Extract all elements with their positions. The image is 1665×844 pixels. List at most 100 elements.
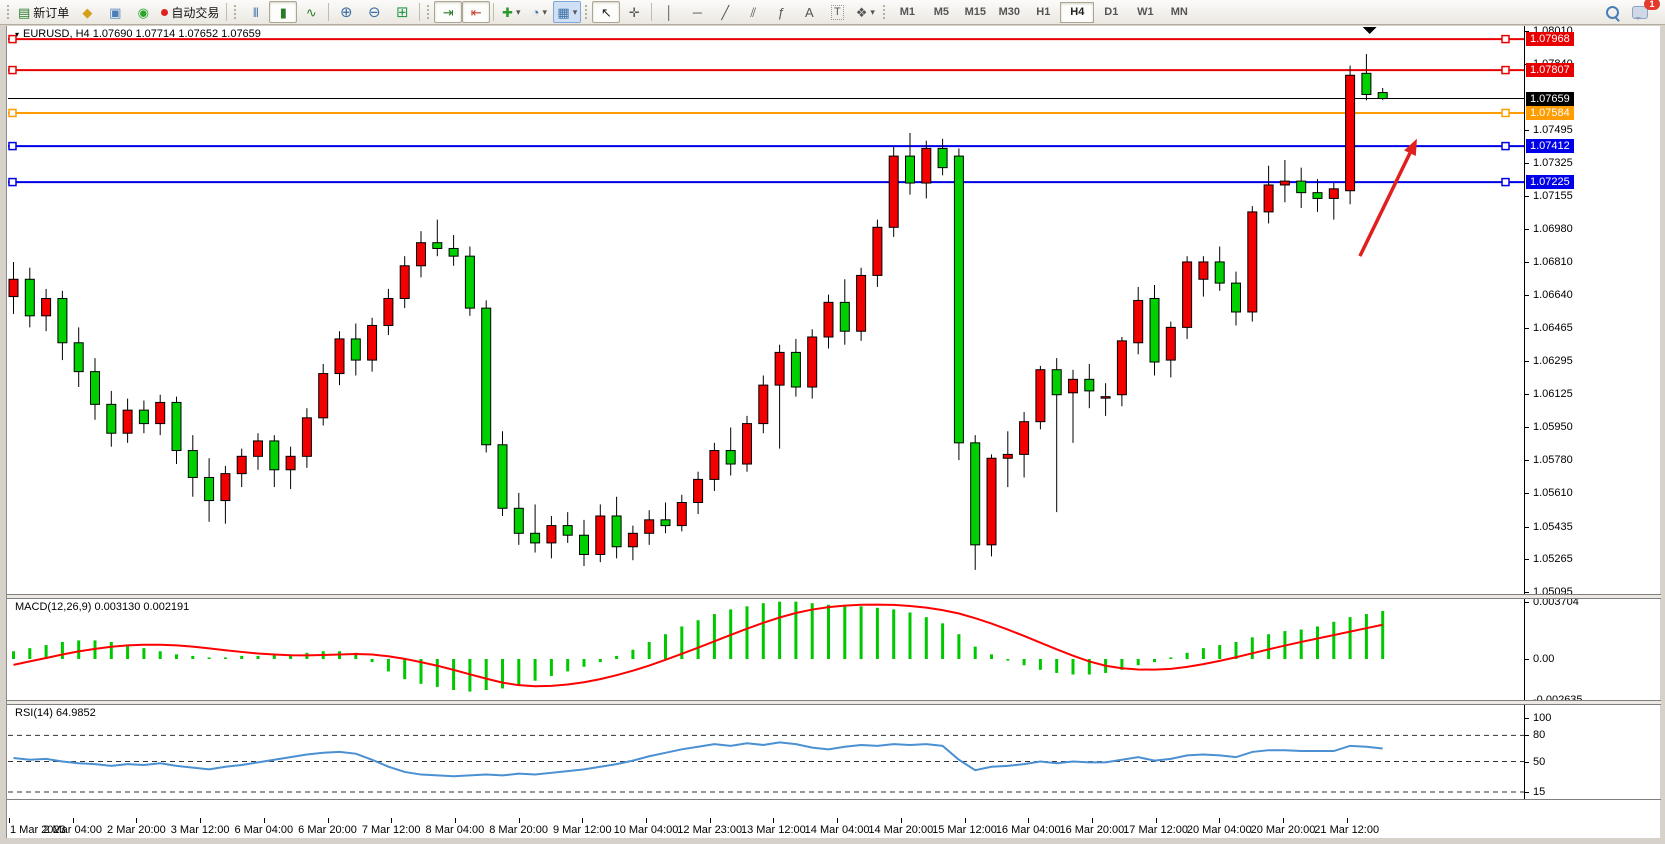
rsi-chart[interactable] <box>8 705 1524 799</box>
hline-right-handle[interactable] <box>1501 141 1510 151</box>
date-tick <box>646 818 647 823</box>
date-tick-label: 14 Mar 04:00 <box>804 824 870 836</box>
chart-shift-marker[interactable] <box>1362 27 1377 34</box>
timeframe-button-h4[interactable]: H4 <box>1060 1 1095 23</box>
macd-bar <box>354 652 358 659</box>
hline-left-handle[interactable] <box>8 65 17 75</box>
price-tick <box>1525 460 1529 462</box>
bull-candle <box>1328 188 1339 199</box>
timeframe-button-d1[interactable]: D1 <box>1104 6 1119 18</box>
search-button[interactable] <box>1598 1 1626 23</box>
date-axis[interactable]: 1 Mar 2023 2 Mar 04:00 2 Mar 20:00 3 Mar 12… <box>8 800 1660 838</box>
fibonacci-tool-button[interactable]: ƒ <box>767 1 795 23</box>
macd-bar <box>827 604 830 659</box>
zoom-in-button[interactable]: ⊕ <box>332 1 360 23</box>
hline-left-handle[interactable] <box>8 34 17 44</box>
text-tool-button[interactable]: A <box>795 1 823 23</box>
timeframe-button-m5[interactable]: M5 <box>933 6 949 18</box>
toolbar-grip[interactable] <box>6 4 11 20</box>
candlestick-chart-button[interactable]: ▮ <box>269 1 298 23</box>
new-order-button[interactable]: ▤ 新订单 <box>14 1 73 23</box>
line-chart-button[interactable]: ∿ <box>297 1 325 23</box>
price-badge: 1.07968 <box>1526 32 1574 47</box>
hline-right-handle[interactable] <box>1501 65 1510 75</box>
autotrade-button[interactable]: 自动交易 <box>157 1 223 23</box>
macd-pane[interactable]: MACD(12,26,9) 0.003130 0.002191 <box>8 599 1524 700</box>
notification-badge: 1 <box>1644 0 1660 10</box>
hline-left-handle[interactable] <box>8 108 17 118</box>
profiles-button[interactable]: ◆ <box>73 1 101 23</box>
template-button[interactable]: ▦ ▾ <box>553 1 582 23</box>
toolbar-grip[interactable] <box>882 4 888 20</box>
add-indicator-button[interactable]: ✚ ▾ <box>497 1 525 23</box>
chart-menu-caret-icon[interactable]: ▾ <box>15 30 20 39</box>
timeframe-button-m15[interactable]: M15 <box>964 6 987 18</box>
label-tool-button[interactable]: T <box>823 1 851 23</box>
date-tick <box>773 818 775 823</box>
autoscroll-button[interactable]: ⇥ <box>434 1 463 23</box>
pane-splitter[interactable] <box>7 700 1661 705</box>
bear-candle <box>660 519 671 527</box>
price-axis[interactable]: 1.080101.078401.074951.073251.071551.069… <box>1524 25 1660 799</box>
bear-candle <box>171 401 182 452</box>
periods-button[interactable]: ◔ ▾ <box>525 1 553 23</box>
bear-candle <box>953 155 964 444</box>
date-tick-label: 10 Mar 04:00 <box>613 824 679 836</box>
toolbar-grip[interactable] <box>584 4 590 20</box>
tile-windows-button[interactable]: ⊞ <box>388 1 416 23</box>
macd-bar <box>957 634 961 659</box>
candlestick-chart[interactable] <box>8 26 1524 594</box>
chevron-down-icon: ▾ <box>870 6 875 17</box>
macd-chart[interactable] <box>8 599 1524 700</box>
timeframe-button-w1[interactable]: W1 <box>1137 6 1154 18</box>
macd-bar <box>1169 657 1173 659</box>
bear-candle <box>24 278 35 317</box>
pane-splitter[interactable] <box>7 594 1661 599</box>
horizontal-line-tool-button[interactable]: ─ <box>683 1 711 23</box>
bear-candle <box>350 338 361 361</box>
price-tick <box>1525 261 1529 263</box>
macd-bar <box>1185 652 1189 659</box>
price-tick <box>1525 195 1529 197</box>
main-chart-pane[interactable]: ▾ EURUSD, H4 1.07690 1.07714 1.07652 1.07… <box>8 26 1524 594</box>
bull-candle <box>676 502 687 527</box>
timeframe-button-m1[interactable]: M1 <box>899 6 915 18</box>
crosshair-tool-button[interactable]: ✛ <box>620 1 648 23</box>
chart-shift-button[interactable]: ⇤ <box>462 1 491 23</box>
macd-bar <box>973 646 977 659</box>
hline-right-handle[interactable] <box>1501 108 1510 118</box>
timeframe-button-mn[interactable]: MN <box>1170 6 1188 18</box>
price-badge: 1.07807 <box>1526 63 1574 78</box>
hline-left-handle[interactable] <box>8 177 17 187</box>
hline-right-handle[interactable] <box>1501 177 1510 187</box>
rsi-pane[interactable]: RSI(14) 64.9852 <box>8 705 1524 799</box>
price-tick <box>1525 559 1529 561</box>
macd-bar <box>615 655 619 659</box>
vertical-line-tool-button[interactable]: │ <box>655 1 683 23</box>
bull-candle <box>1182 261 1193 328</box>
macd-bar <box>158 651 162 659</box>
timeframe-button-h1[interactable]: H1 <box>1036 6 1051 18</box>
zoom-out-button[interactable]: ⊖ <box>360 1 388 23</box>
shapes-tool-button[interactable]: ❖ ▾ <box>851 1 879 23</box>
cursor-tool-button[interactable]: ↖ <box>592 1 621 23</box>
trend-arrow-annotation[interactable] <box>1358 138 1417 257</box>
macd-bar <box>843 606 847 659</box>
signals-button[interactable]: ◉ <box>129 1 157 23</box>
hline-right-handle[interactable] <box>1501 34 1510 44</box>
trendline-tool-button[interactable]: ╱ <box>711 1 739 23</box>
timeframe-button-m30[interactable]: M30 <box>998 6 1021 18</box>
bull-candle <box>758 384 769 425</box>
notifications-button[interactable]: 1 <box>1626 0 1660 23</box>
search-icon <box>1605 5 1620 22</box>
autotrade-label: 自动交易 <box>171 5 220 20</box>
market-watch-button[interactable]: ▣ <box>101 1 129 23</box>
hline-left-handle[interactable] <box>8 141 17 151</box>
date-tick-label: 15 Mar 12:00 <box>932 824 997 836</box>
toolbar-grip[interactable] <box>233 4 239 20</box>
toolbar-grip[interactable] <box>426 4 432 20</box>
bull-candle <box>1279 180 1290 186</box>
channel-tool-button[interactable]: ⫽ <box>739 1 767 23</box>
bar-chart-button[interactable]: ||| <box>241 1 269 23</box>
macd-bar <box>712 614 716 659</box>
